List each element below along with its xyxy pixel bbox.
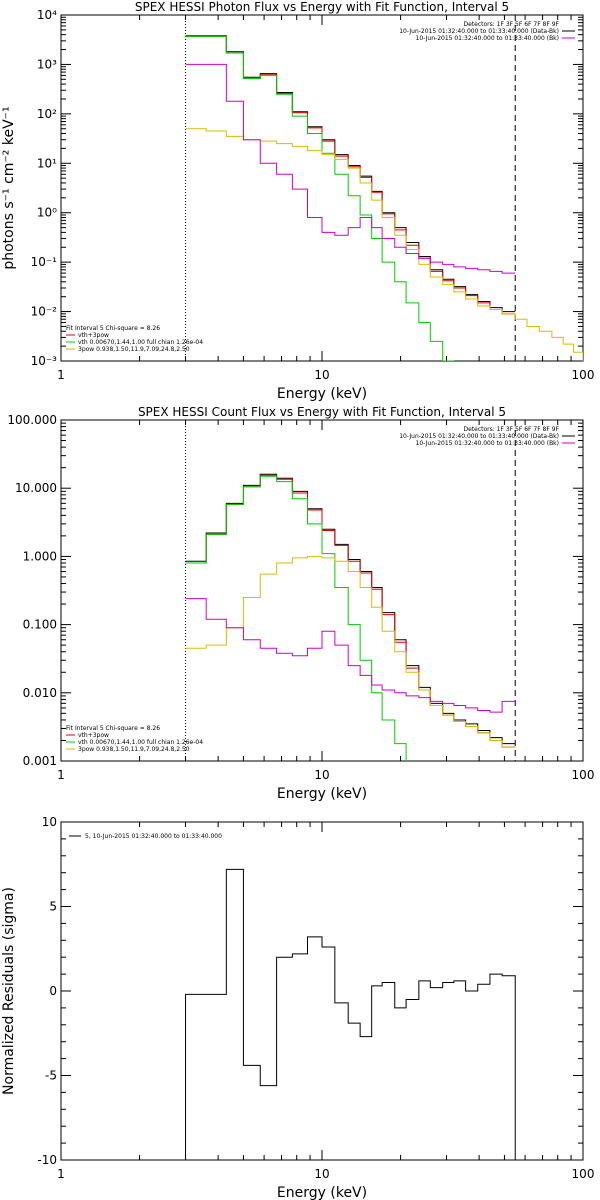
series-line xyxy=(185,128,583,361)
y-axis-label: photons s⁻¹ cm⁻² keV⁻¹ xyxy=(1,106,17,269)
plot-frame xyxy=(60,14,584,362)
legend-bottom-text: vth+3pow xyxy=(78,732,109,739)
y-tick-label: 10³ xyxy=(37,57,57,71)
series-line xyxy=(185,35,455,361)
plot-area xyxy=(185,420,516,761)
series-line xyxy=(185,868,516,1160)
legend-bottom-text: 3pow 0.938,1.50,11.9,7.09,24.8,2.50 xyxy=(78,746,190,753)
y-tick-label: 10⁰ xyxy=(37,206,57,220)
legend-bottom-text: Fit Interval 5 Chi-square = 8.26 xyxy=(66,725,160,732)
series-line xyxy=(185,35,516,315)
y-tick-label: 10² xyxy=(37,107,57,121)
series-line xyxy=(185,475,407,761)
x-tick-label: 100 xyxy=(572,768,595,782)
y-tick-label: 0.010 xyxy=(23,686,57,700)
y-tick-label: 10⁻¹ xyxy=(31,255,58,269)
x-tick-label: 1 xyxy=(57,768,65,782)
series-line xyxy=(185,598,516,713)
series-line xyxy=(185,63,516,274)
legend-bottom-text: Fit Interval 5 Chi-square = 8.26 xyxy=(66,325,160,332)
legend-top-text: 10-Jun-2015 01:32:40.000 to 01:33:40.000… xyxy=(399,28,559,35)
x-tick-label: 100 xyxy=(572,1167,595,1181)
x-axis-label: Energy (keV) xyxy=(277,786,367,802)
series-line xyxy=(185,35,516,313)
x-tick-label: 1 xyxy=(57,368,65,382)
y-tick-label: 0 xyxy=(49,984,57,998)
plot-area xyxy=(185,15,583,361)
x-tick-label: 100 xyxy=(572,368,595,382)
y-tick-label: 10⁴ xyxy=(37,8,57,22)
y-tick-label: 10¹ xyxy=(37,156,57,170)
legend-bottom-text: vth 0.00670,1.44,1.00 full chian 1.26e-0… xyxy=(78,339,203,346)
x-axis-label: Energy (keV) xyxy=(277,1185,367,1200)
legend-bottom-text: vth+3pow xyxy=(78,332,109,339)
plot-frame xyxy=(60,821,584,1161)
y-tick-label: 0.100 xyxy=(23,618,57,632)
y-tick-label: 1.000 xyxy=(23,549,57,563)
chart-3: Energy (keV) Normalized Residuals (sigma)… xyxy=(1,815,594,1200)
x-tick-label: 10 xyxy=(314,768,329,782)
y-tick-label: 5 xyxy=(49,900,57,914)
chart-title: SPEX HESSI Photon Flux vs Energy with Fi… xyxy=(135,0,509,14)
y-tick-label: -10 xyxy=(37,1153,57,1167)
y-axis-label: Normalized Residuals (sigma) xyxy=(1,887,17,1095)
legend-top-text: 10-Jun-2015 01:32:40.000 to 01:33:40.000… xyxy=(399,433,559,440)
y-tick-label: 10⁻² xyxy=(31,305,58,319)
chart-1: SPEX HESSI Photon Flux vs Energy with Fi… xyxy=(1,0,594,402)
x-tick-label: 1 xyxy=(57,1167,65,1181)
chart-title: SPEX HESSI Count Flux vs Energy with Fit… xyxy=(138,405,506,419)
legend-top-text: 10-Jun-2015 01:32:40.000 to 01:33:40.000… xyxy=(416,35,559,42)
chart-2: SPEX HESSI Count Flux vs Energy with Fit… xyxy=(7,405,594,802)
series-line xyxy=(185,473,516,745)
y-tick-label: 10⁻³ xyxy=(31,354,58,368)
legend-top-text: Detectors: 1F 3F 5F 6F 7F 8F 9F xyxy=(463,426,559,433)
y-tick-label: 100.000 xyxy=(7,413,57,427)
y-tick-label: 10.000 xyxy=(15,481,57,495)
legend-top-text: Detectors: 1F 3F 5F 6F 7F 8F 9F xyxy=(463,21,559,28)
x-tick-label: 10 xyxy=(314,1167,329,1181)
y-tick-label: 0.001 xyxy=(23,754,57,768)
plot-area xyxy=(185,868,516,1160)
legend-bottom-text: vth 0.00670,1.44,1.00 full chian 1.26e-0… xyxy=(78,739,203,746)
x-tick-label: 10 xyxy=(314,368,329,382)
series-line xyxy=(185,555,516,748)
y-tick-label: -5 xyxy=(45,1069,57,1083)
y-tick-label: 10 xyxy=(42,815,57,829)
plot-frame xyxy=(60,419,584,762)
legend-bottom-text: 3pow 0.938,1.50,11.9,7.09,24.8,2.50 xyxy=(78,346,190,353)
x-axis-label: Energy (keV) xyxy=(277,386,367,402)
legend-top-text: 10-Jun-2015 01:32:40.000 to 01:33:40.000… xyxy=(416,440,559,447)
legend-top-text: 5, 10-Jun-2015 01:32:40.000 to 01:33:40.… xyxy=(85,833,222,840)
